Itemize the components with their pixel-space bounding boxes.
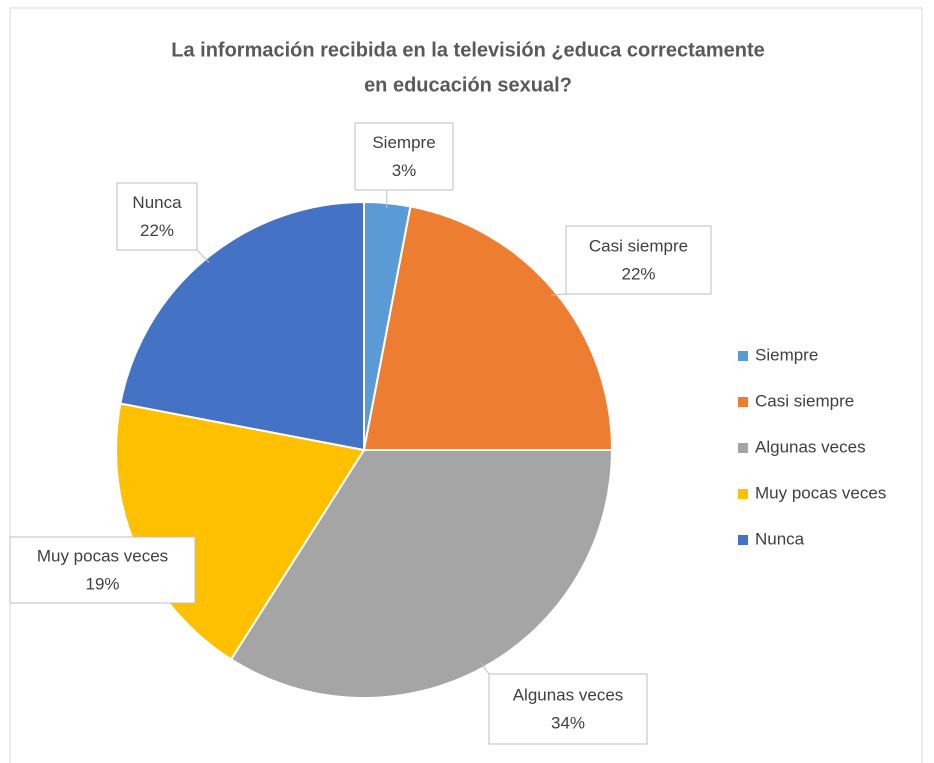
callout-box xyxy=(488,673,648,745)
callout-box xyxy=(9,536,196,604)
legend-label: Siempre xyxy=(755,345,818,364)
legend-swatch xyxy=(738,443,748,453)
legend-label: Algunas veces xyxy=(755,437,866,456)
callout-leader xyxy=(551,293,567,296)
pie-slice xyxy=(229,449,614,699)
legend-swatch xyxy=(738,489,748,499)
chart-title: en educación sexual? xyxy=(364,74,572,96)
legend-label: Casi siempre xyxy=(755,391,854,410)
legend-swatch xyxy=(738,535,748,545)
callout-box xyxy=(354,122,454,191)
callout-box xyxy=(565,225,712,295)
data-label-value: 3% xyxy=(392,161,417,180)
callout-box xyxy=(116,182,198,251)
chart-title: La información recibida en la televisión… xyxy=(171,39,765,61)
pie-slice xyxy=(362,205,614,451)
legend-swatch xyxy=(738,397,748,407)
data-label-value: 34% xyxy=(551,713,585,732)
legend-swatch xyxy=(738,351,748,361)
data-label-name: Muy pocas veces xyxy=(37,546,168,565)
data-label-value: 22% xyxy=(621,264,655,283)
callout-leader xyxy=(196,249,210,264)
legend-label: Nunca xyxy=(755,529,805,548)
data-label-name: Algunas veces xyxy=(513,685,624,704)
callout-leader xyxy=(480,662,490,675)
data-label-value: 19% xyxy=(85,574,119,593)
data-label-value: 22% xyxy=(140,221,174,240)
legend-label: Muy pocas veces xyxy=(755,483,886,502)
data-label-name: Siempre xyxy=(372,133,435,152)
data-label-name: Nunca xyxy=(132,193,182,212)
data-label-name: Casi siempre xyxy=(589,236,688,255)
